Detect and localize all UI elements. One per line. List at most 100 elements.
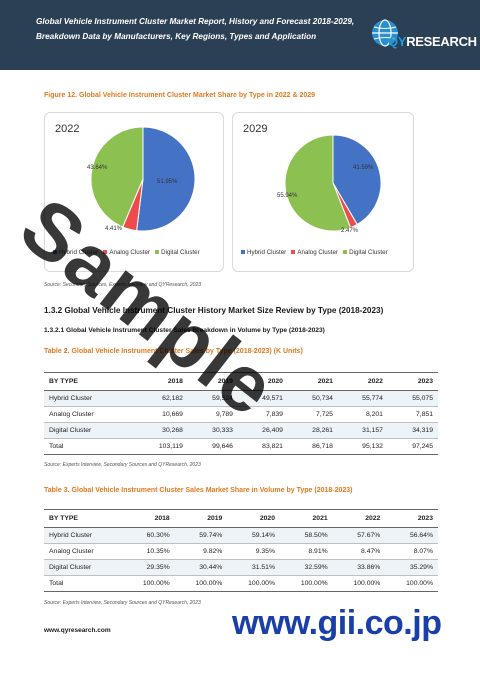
table-cell: 100.00% [122, 575, 175, 592]
legend-swatch-analog [103, 250, 108, 255]
legend-swatch-digital [155, 250, 160, 255]
table-cell: 26,409 [237, 422, 288, 439]
table-cell: 9.35% [227, 543, 280, 560]
pie-chart-2022: 2022 51.95% 4.41% 43.64% Hybrid Cluster … [44, 112, 224, 272]
pie-slice-digital-cluster [284, 134, 352, 232]
table-cell: 34,319 [387, 422, 438, 439]
table-cell: 100.00% [280, 575, 333, 592]
qyresearch-logo: QYRESEARCH [370, 16, 477, 56]
table-cell: 30.44% [174, 559, 228, 576]
table-cell: 30,333 [187, 422, 238, 439]
table-cell: 7,725 [287, 406, 338, 423]
legend-label-hybrid: Hybrid Cluster [247, 249, 287, 256]
col-header: 2019 [174, 509, 228, 528]
pie-slice-hybrid-cluster [332, 134, 382, 226]
row-label: Hybrid Cluster [44, 390, 133, 407]
chart-legend: Hybrid Cluster Analog Cluster Digital Cl… [53, 249, 200, 256]
chart-legend: Hybrid Cluster Analog Cluster Digital Cl… [241, 249, 388, 256]
report-header: Global Vehicle Instrument Cluster Market… [0, 0, 480, 70]
table-row: Hybrid Cluster 60.30% 59.74% 59.14% 58.5… [44, 527, 438, 544]
table-total-row: Total 103,119 99,646 83,821 86,718 95,13… [44, 438, 438, 455]
table-cell: 8,201 [337, 406, 388, 423]
table-cell: 83,821 [237, 438, 288, 455]
slice-label-hybrid: 41.59% [353, 165, 374, 171]
table-cell: 10.35% [122, 543, 175, 560]
figure-title: Figure 12. Global Vehicle Instrument Clu… [44, 92, 316, 99]
row-label: Hybrid Cluster [44, 527, 123, 544]
table-cell: 62,182 [132, 390, 188, 407]
col-header: 2021 [280, 509, 333, 528]
slice-label-digital: 43.64% [87, 165, 108, 171]
legend-label-hybrid: Hybrid Cluster [59, 249, 99, 256]
table-3-source: Source: Experts Interview, Secondary Sou… [44, 600, 201, 606]
row-label: Digital Cluster [44, 422, 133, 439]
table-cell: 100.00% [332, 575, 386, 592]
col-header: 2023 [387, 372, 438, 391]
table-cell: 103,119 [132, 438, 188, 455]
row-label: Analog Cluster [44, 543, 123, 560]
table-cell: 99,646 [187, 438, 238, 455]
table-cell: 59.74% [174, 527, 228, 544]
col-header: 2021 [287, 372, 338, 391]
table-cell: 29.35% [122, 559, 175, 576]
table-cell: 35.29% [385, 559, 438, 576]
report-title: Global Vehicle Instrument Cluster Market… [36, 17, 355, 41]
row-label: Total [44, 575, 123, 592]
table-cell: 9.82% [174, 543, 228, 560]
table-cell: 30,268 [132, 422, 188, 439]
table-cell: 7,851 [387, 406, 438, 423]
legend-label-analog: Analog Cluster [297, 249, 338, 256]
col-header: 2018 [122, 509, 175, 528]
legend-label-digital: Digital Cluster [349, 249, 388, 256]
figure-source: Source: Secondary Sources, Experts Inter… [44, 282, 202, 288]
table-3: BY TYPE 2018 2019 2020 2021 2022 2023 Hy… [44, 509, 438, 592]
col-header: BY TYPE [44, 509, 123, 528]
col-header: 2022 [337, 372, 388, 391]
table-cell: 95,132 [337, 438, 388, 455]
legend-swatch-analog [291, 250, 296, 255]
table-row: Analog Cluster 10.35% 9.82% 9.35% 8.91% … [44, 543, 438, 560]
table-row: Digital Cluster 30,268 30,333 26,409 28,… [44, 422, 438, 439]
table-2-title: Table 2. Global Vehicle Instrument Clust… [44, 348, 303, 355]
table-row: Hybrid Cluster 62,182 59,524 49,571 50,7… [44, 390, 438, 407]
gii-watermark: www.gii.co.jp [232, 604, 442, 642]
table-2: BY TYPE 2018 2019 2020 2021 2022 2023 Hy… [44, 372, 438, 455]
table-cell: 32.59% [280, 559, 333, 576]
table-cell: 58.50% [280, 527, 333, 544]
table-row: Digital Cluster 29.35% 30.44% 31.51% 32.… [44, 559, 438, 576]
col-header: 2020 [227, 509, 280, 528]
table-cell: 49,571 [237, 390, 288, 407]
table-cell: 31.51% [227, 559, 280, 576]
table-cell: 100.00% [174, 575, 228, 592]
table-cell: 57.67% [332, 527, 386, 544]
table-3-title: Table 3. Global Vehicle Instrument Clust… [44, 487, 353, 494]
table-cell: 7,839 [237, 406, 288, 423]
legend-swatch-hybrid [241, 250, 245, 255]
section-title: 1.3.2 Global Vehicle Instrument Cluster … [44, 306, 384, 315]
table-cell: 56.64% [385, 527, 438, 544]
slice-label-hybrid: 51.95% [157, 179, 178, 185]
chart-title: 2022 [55, 123, 80, 135]
col-header: 2018 [132, 372, 188, 391]
table-cell: 10,669 [132, 406, 188, 423]
legend-label-analog: Analog Cluster [109, 249, 150, 256]
pie-chart-2029: 2029 41.59% 2.47% 55.94% Hybrid Cluster … [232, 112, 414, 272]
col-header: 2023 [385, 509, 438, 528]
table-header-row: BY TYPE 2018 2019 2020 2021 2022 2023 [44, 509, 438, 528]
row-label: Analog Cluster [44, 406, 133, 423]
table-cell: 8.07% [385, 543, 438, 560]
table-cell: 28,261 [287, 422, 338, 439]
legend-swatch-hybrid [53, 250, 57, 255]
table-cell: 60.30% [122, 527, 175, 544]
slice-label-analog: 4.41% [105, 226, 123, 232]
table-cell: 33.86% [332, 559, 386, 576]
table-cell: 86,718 [287, 438, 338, 455]
slice-label-analog: 2.47% [341, 228, 359, 234]
pie-slice-digital-cluster [90, 126, 144, 228]
legend-swatch-digital [343, 250, 348, 255]
table-cell: 55,075 [387, 390, 438, 407]
legend-label-digital: Digital Cluster [161, 249, 200, 256]
globe-icon [372, 19, 398, 47]
table-total-row: Total 100.00% 100.00% 100.00% 100.00% 10… [44, 575, 438, 592]
col-header: BY TYPE [44, 372, 133, 391]
